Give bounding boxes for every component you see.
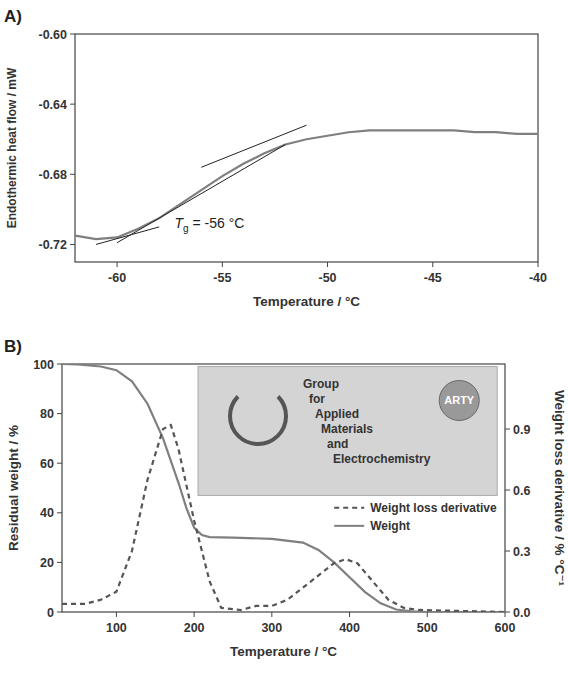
y-tick-label: -0.60 [39,28,68,42]
series-line [62,425,505,612]
data-group [75,125,538,244]
y-tick-label: 80 [40,407,54,421]
plot-frame [75,34,538,262]
figure: A) -60 -55 -50 -45 -40 Temperature / °C -0.72 -0… [0,0,568,674]
y-tick [57,463,62,464]
y-tick-label: 100 [33,358,54,372]
y-tick-label: -0.68 [39,168,68,182]
x-tick-label: -40 [529,271,547,285]
inset-text: ARTY [444,394,475,406]
y2-tick-label: 0.6 [513,484,530,498]
x-tick-label: -45 [424,271,442,285]
x-tick [222,262,223,267]
x-tick [538,262,539,267]
legend-label: Weight loss derivative [370,501,497,515]
x-axis-title: Temperature / °C [253,294,360,309]
y-tick [70,34,75,35]
inset-text: Electrochemistry [333,452,431,466]
inset-photo [198,366,497,495]
annotation: Tg = -56 °C [175,215,245,234]
y2-tick-label: 0.3 [513,545,530,559]
data-group [62,364,505,612]
x-tick-label: -60 [108,271,126,285]
x-tick-label: 500 [417,621,438,635]
y-tick [70,244,75,245]
inset-text: Materials [321,422,373,436]
x-tick [349,612,350,617]
y-tick-label: 0 [47,606,54,620]
x-tick-label: -55 [213,271,231,285]
y-axis-title: Endothermic heat flow / mW [5,67,19,228]
plot-frame [62,364,505,612]
y-tick [57,364,62,365]
tangent-line [201,125,306,167]
y2-tick [505,612,510,613]
y-tick [70,174,75,175]
x-axis-title: Temperature / °C [230,644,337,659]
inset-badge [439,380,479,420]
x-tick-label: 300 [261,621,282,635]
x-tick [194,612,195,617]
series-line [75,130,538,239]
x-tick-label: 200 [184,621,205,635]
x-tick [427,612,428,617]
x-tick [505,612,506,617]
y-tick-label: 40 [40,506,54,520]
inset-logo-arc [230,396,286,444]
x-tick-label: 600 [495,621,516,635]
x-tick-label: -50 [319,271,337,285]
inset-text: for [309,392,325,406]
y-tick-label: -0.64 [39,98,68,112]
panel: B) 100 200 300 400 500 600 Temperature / °C 0 20 4… [4,337,567,659]
annotation-part: = -56 °C [189,215,245,231]
y2-tick [505,429,510,430]
legend-swatch [334,525,364,527]
inset-text: Applied [315,407,359,421]
tangent-line [96,227,159,245]
x-tick [117,262,118,267]
legend: Weight loss derivative Weight [334,501,497,533]
y-tick-label: 60 [40,457,54,471]
panel: A) -60 -55 -50 -45 -40 Temperature / °C -0.72 -0… [4,7,547,309]
y2-tick [505,490,510,491]
tangent-line [117,144,285,242]
y-tick-label: -0.72 [39,238,68,252]
x-tick-label: 400 [339,621,360,635]
y-tick [70,104,75,105]
y-tick-label: 20 [40,556,54,570]
inset: GroupforAppliedMaterialsandElectrochemis… [198,366,497,495]
x-tick [271,612,272,617]
x-tick [116,612,117,617]
inset-text: Group [303,377,339,391]
y-tick [57,612,62,613]
y2-tick-label: 0.0 [513,606,530,620]
x-tick-label: 100 [106,621,127,635]
x-tick [327,262,328,267]
y2-tick [505,551,510,552]
panel-label: B) [4,337,22,356]
inset-text: and [327,437,348,451]
y-tick [57,413,62,414]
legend-label: Weight [370,519,410,533]
legend-swatch [334,507,364,509]
panel-label: A) [4,7,22,26]
y2-axis-title: Weight loss derivative / % °C⁻¹ [552,390,567,587]
y-tick [57,512,62,513]
x-tick [432,262,433,267]
y-axis-title: Residual weight / % [6,425,21,551]
y-tick [57,562,62,563]
series-line [62,364,505,612]
y2-tick-label: 0.9 [513,423,530,437]
